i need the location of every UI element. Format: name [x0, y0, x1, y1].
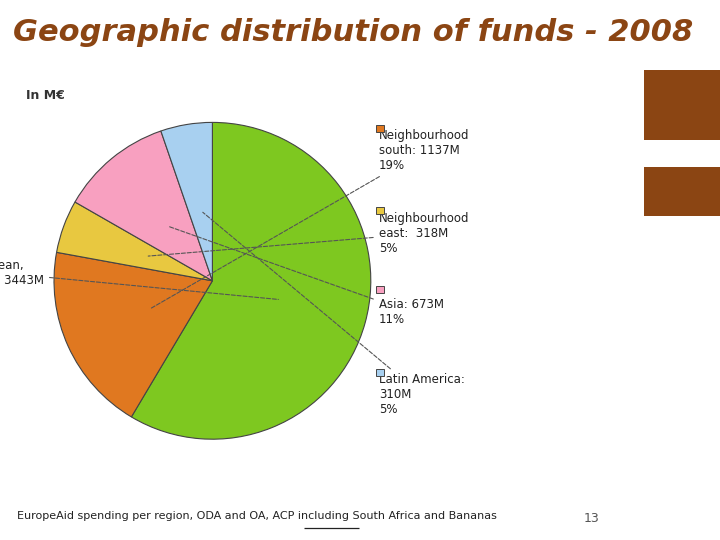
Text: Africa,
Caribbean,
Pacific: 3443M
60%: Africa, Caribbean, Pacific: 3443M 60%	[0, 244, 279, 302]
Wedge shape	[75, 131, 212, 281]
Text: 13: 13	[584, 512, 599, 525]
Bar	[376, 207, 384, 214]
Bar	[376, 286, 384, 293]
Bar	[376, 369, 384, 376]
Wedge shape	[131, 123, 371, 439]
Text: Latin America:
310M
5%: Latin America: 310M 5%	[203, 212, 464, 416]
Text: EuropeAid spending per region, ODA and OA, ACP including South Africa and Banana: EuropeAid spending per region, ODA and O…	[17, 511, 497, 521]
Wedge shape	[161, 123, 212, 281]
Wedge shape	[54, 252, 212, 417]
Bar	[376, 125, 384, 132]
Text: Neighbourhood
south: 1137M
19%: Neighbourhood south: 1137M 19%	[150, 130, 469, 309]
Bar	[644, 70, 720, 140]
Text: Neighbourhood
east:  318M
5%: Neighbourhood east: 318M 5%	[148, 212, 469, 256]
Bar	[644, 167, 720, 216]
Wedge shape	[57, 202, 212, 281]
Text: EuropeAid: EuropeAid	[656, 100, 708, 110]
Text: In M€: In M€	[26, 89, 65, 102]
Text: Geographic distribution of funds - 2008: Geographic distribution of funds - 2008	[13, 18, 693, 47]
Text: Asia: 673M
11%: Asia: 673M 11%	[170, 227, 444, 327]
